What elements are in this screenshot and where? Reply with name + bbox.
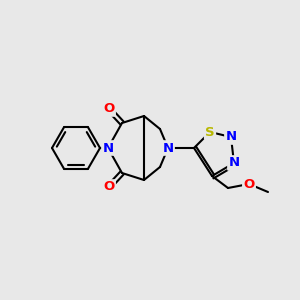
Text: O: O (243, 178, 255, 190)
Text: O: O (103, 181, 115, 194)
Text: S: S (205, 125, 215, 139)
Text: N: N (225, 130, 237, 143)
Text: N: N (162, 142, 174, 154)
Text: N: N (228, 157, 240, 169)
Text: N: N (102, 142, 114, 154)
Text: O: O (103, 103, 115, 116)
